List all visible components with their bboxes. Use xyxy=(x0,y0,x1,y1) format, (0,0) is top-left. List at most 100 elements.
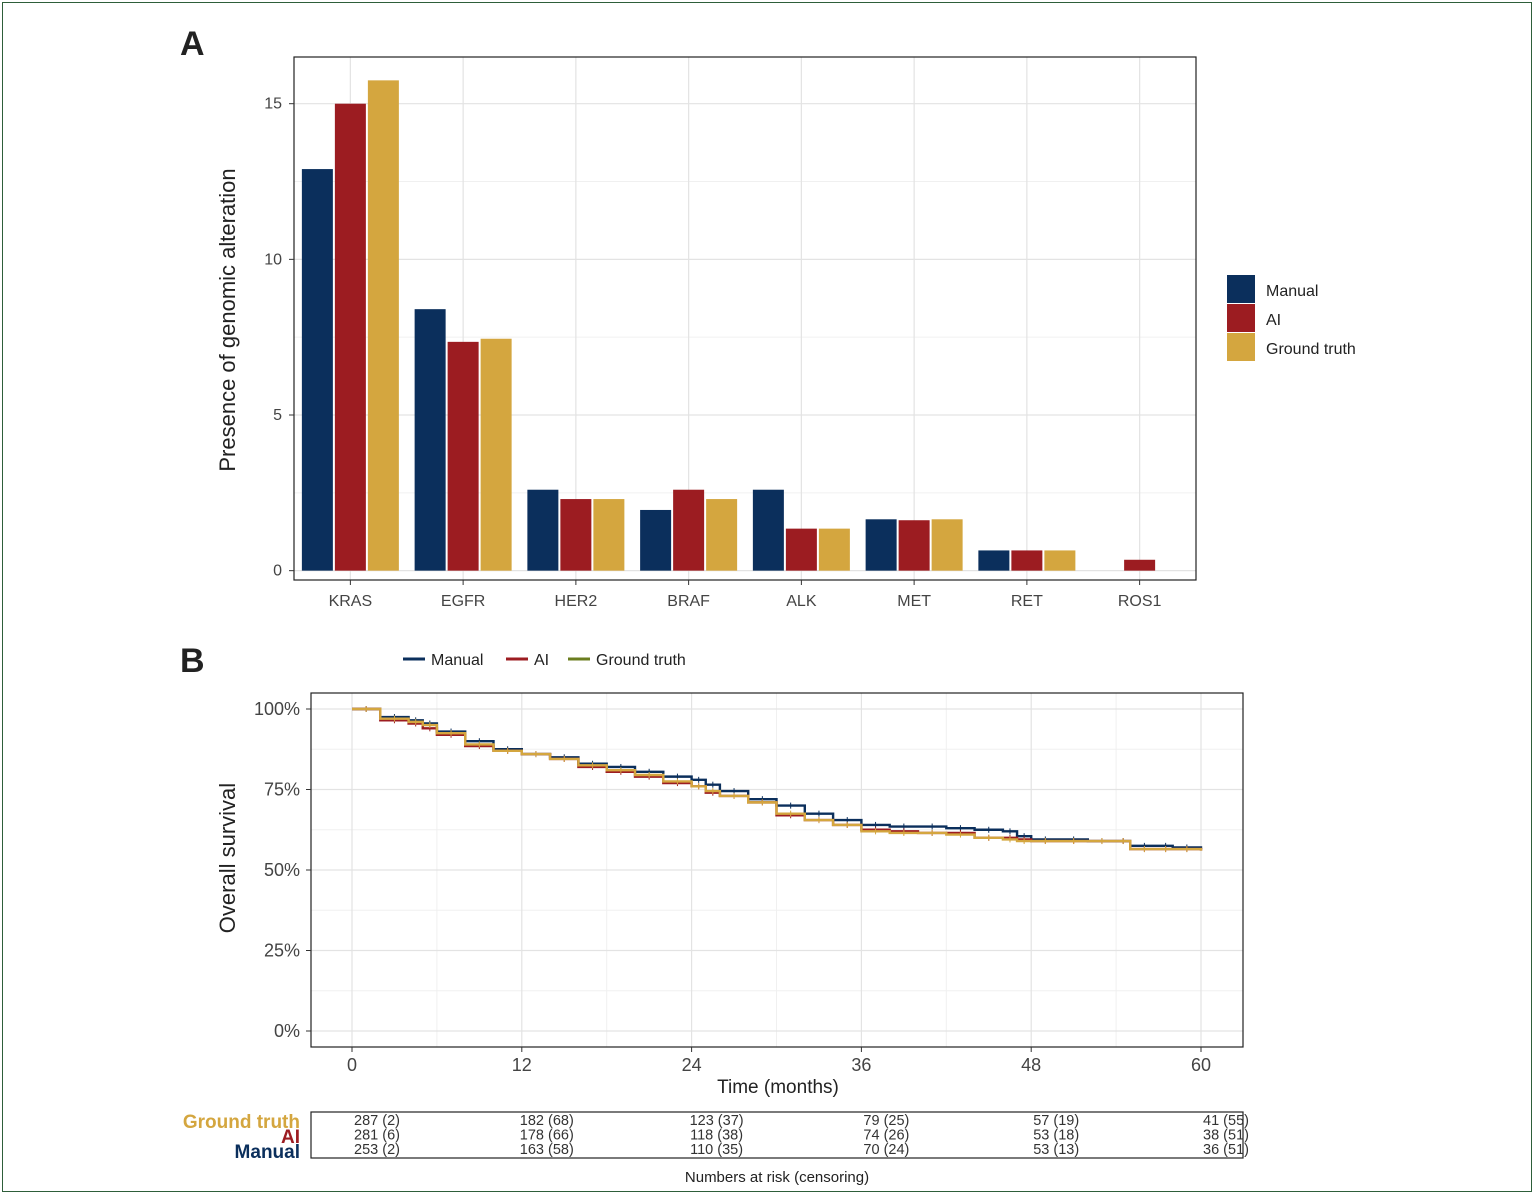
risk-row-label-manual: Manual xyxy=(235,1142,300,1163)
bar-alk-ai xyxy=(785,528,817,571)
legend-label-ai: AI xyxy=(1266,312,1281,329)
bar-met-ground-truth xyxy=(931,519,963,571)
panel-a-x-tick-label: HER2 xyxy=(555,593,598,610)
panel-b-x-tick-label: 36 xyxy=(851,1055,871,1075)
panel-b-y-axis-title: Overall survival xyxy=(215,783,240,933)
risk-cell-ground-truth: 123 (37) xyxy=(690,1113,744,1129)
bar-met-ai xyxy=(898,520,930,571)
bar-kras-ai xyxy=(334,103,366,571)
panel-b-y-tick-label: 50% xyxy=(264,860,300,880)
bar-alk-manual xyxy=(752,489,784,571)
risk-table-caption: Numbers at risk (censoring) xyxy=(685,1169,869,1186)
panel-b-survival-curves xyxy=(352,706,1203,853)
bar-her2-ai xyxy=(560,499,592,571)
bar-braf-ai xyxy=(673,489,705,571)
bar-met-manual xyxy=(865,519,897,571)
panel-b-survival-chart: Manual AI Ground truth 0% 25% 50% 75% 100% 0 12… xyxy=(215,652,1244,1098)
panel-a-y-ticks: 0 5 10 15 xyxy=(264,96,294,580)
legend-swatch-manual xyxy=(1227,275,1255,303)
panel-a-y-axis-title: Presence of genomic alteration xyxy=(215,168,240,471)
risk-table: 287 (2) 182 (68) 123 (37) 79 (25) 57 (19) 41 … xyxy=(183,1111,1249,1186)
risk-cell-ai: 38 (51) xyxy=(1203,1128,1249,1144)
bar-ret-ai xyxy=(1011,550,1043,571)
panel-a-plot-border xyxy=(293,56,1197,581)
panel-a-x-ticks: KRAS EGFR HER2 BRAF ALK MET RET ROS1 xyxy=(329,580,1162,610)
panel-a-x-tick-label: RET xyxy=(1011,593,1043,610)
panel-a-x-tick-label: KRAS xyxy=(329,593,373,610)
censor-marks-ground-truth xyxy=(365,706,1188,853)
risk-row-label-ai: AI xyxy=(281,1127,300,1148)
panel-a-x-tick-label: BRAF xyxy=(667,593,710,610)
panel-b-y-tick-label: 75% xyxy=(264,780,300,800)
bar-kras-ground-truth xyxy=(367,80,399,571)
risk-row-label-ground-truth: Ground truth xyxy=(183,1112,300,1133)
risk-cell-ground-truth: 287 (2) xyxy=(354,1113,400,1129)
risk-cell-ground-truth: 57 (19) xyxy=(1033,1113,1079,1129)
bar-ros1-ai xyxy=(1124,559,1156,571)
panel-b-y-tick-label: 25% xyxy=(264,941,300,961)
risk-cell-ground-truth: 79 (25) xyxy=(863,1113,909,1129)
panel-b-x-tick-label: 60 xyxy=(1191,1055,1211,1075)
panel-b-x-tick-label: 24 xyxy=(682,1055,702,1075)
risk-cell-manual: 110 (35) xyxy=(690,1142,743,1158)
risk-cell-manual: 53 (13) xyxy=(1033,1142,1079,1158)
risk-cell-ai: 118 (38) xyxy=(690,1128,743,1144)
panel-a-legend: Manual AI Ground truth xyxy=(1227,275,1356,361)
risk-cell-ai: 178 (66) xyxy=(520,1128,574,1144)
bar-egfr-ai xyxy=(447,341,479,571)
panel-a-y-tick-label: 15 xyxy=(264,96,282,113)
bar-egfr-manual xyxy=(414,309,446,571)
panel-b-x-axis-title: Time (months) xyxy=(717,1077,839,1098)
panel-a-y-tick-label: 0 xyxy=(273,563,282,580)
panel-b-legend: Manual AI Ground truth xyxy=(403,652,686,669)
panel-a-x-tick-label: MET xyxy=(897,593,931,610)
risk-cell-manual: 253 (2) xyxy=(354,1142,400,1158)
risk-table-rows: 287 (2) 182 (68) 123 (37) 79 (25) 57 (19) 41 … xyxy=(354,1113,1249,1158)
risk-cell-ai: 74 (26) xyxy=(863,1128,909,1144)
risk-cell-ground-truth: 41 (55) xyxy=(1203,1113,1249,1129)
legend-label-manual: Manual xyxy=(431,652,483,669)
legend-swatch-ai xyxy=(1227,304,1255,332)
risk-cell-ground-truth: 182 (68) xyxy=(520,1113,574,1129)
risk-cell-manual: 163 (58) xyxy=(520,1142,574,1158)
bar-her2-ground-truth xyxy=(593,499,625,571)
bar-her2-manual xyxy=(527,489,559,571)
legend-swatch-ground-truth xyxy=(1227,333,1255,361)
panel-a-x-tick-label: ALK xyxy=(786,593,817,610)
bar-kras-manual xyxy=(301,169,333,571)
panel-a-bar-chart: 0 5 10 15 KRAS EGFR HER2 BRAF ALK MET RET ROS1 Pre… xyxy=(215,56,1356,610)
panel-a-y-tick-label: 5 xyxy=(273,407,282,424)
panel-b-gridlines xyxy=(311,693,1243,1047)
panel-b-y-ticks: 0% 25% 50% 75% 100% xyxy=(254,699,311,1041)
bar-egfr-ground-truth xyxy=(480,338,512,571)
bar-braf-manual xyxy=(640,509,672,571)
panel-b-x-tick-label: 48 xyxy=(1021,1055,1041,1075)
bar-alk-ground-truth xyxy=(818,528,850,571)
panel-a-x-tick-label: EGFR xyxy=(441,593,485,610)
risk-table-box xyxy=(310,1111,1244,1159)
risk-cell-ai: 281 (6) xyxy=(354,1128,400,1144)
legend-label-ai: AI xyxy=(534,652,549,669)
legend-label-ground-truth: Ground truth xyxy=(1266,341,1356,358)
panel-b-y-tick-label: 0% xyxy=(274,1021,300,1041)
legend-label-manual: Manual xyxy=(1266,283,1318,300)
panel-b-x-tick-label: 0 xyxy=(347,1055,357,1075)
panel-a-tag: A xyxy=(180,25,205,63)
bar-ret-ground-truth xyxy=(1044,550,1076,571)
panel-b-tag: B xyxy=(180,642,205,680)
legend-label-ground-truth: Ground truth xyxy=(596,652,686,669)
panel-b-x-ticks: 0 12 24 36 48 60 xyxy=(347,1047,1211,1075)
panel-a-x-tick-label: ROS1 xyxy=(1118,593,1162,610)
risk-cell-ai: 53 (18) xyxy=(1033,1128,1079,1144)
risk-cell-manual: 70 (24) xyxy=(863,1142,909,1158)
bar-braf-ground-truth xyxy=(706,499,738,571)
panel-b-y-tick-label: 100% xyxy=(254,699,300,719)
risk-cell-manual: 36 (51) xyxy=(1203,1142,1249,1158)
bar-ret-manual xyxy=(978,550,1010,571)
panel-a-bars xyxy=(301,80,1156,571)
panel-b-x-tick-label: 12 xyxy=(512,1055,532,1075)
panel-a-y-tick-label: 10 xyxy=(264,251,282,268)
